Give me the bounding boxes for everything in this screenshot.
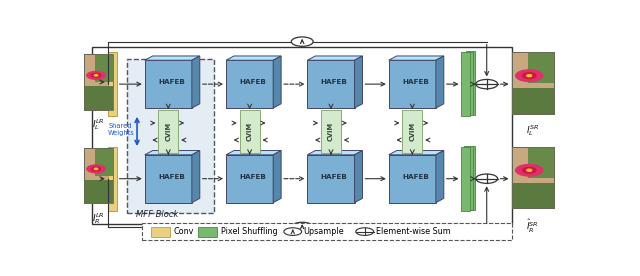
FancyBboxPatch shape (127, 59, 214, 213)
Polygon shape (436, 56, 444, 108)
FancyBboxPatch shape (529, 147, 554, 178)
Polygon shape (307, 60, 355, 108)
Text: Pixel Shuffling: Pixel Shuffling (221, 227, 278, 236)
Polygon shape (273, 56, 281, 108)
FancyBboxPatch shape (511, 52, 554, 114)
FancyBboxPatch shape (198, 227, 217, 237)
Polygon shape (307, 56, 362, 60)
Text: CVIM: CVIM (246, 122, 253, 141)
Polygon shape (226, 56, 281, 60)
FancyBboxPatch shape (464, 146, 473, 210)
Text: HAFEB: HAFEB (239, 79, 266, 86)
Polygon shape (388, 60, 436, 108)
Polygon shape (307, 150, 362, 155)
Circle shape (291, 222, 313, 232)
FancyBboxPatch shape (84, 180, 113, 203)
FancyBboxPatch shape (467, 146, 476, 209)
Circle shape (522, 73, 536, 79)
Circle shape (87, 165, 105, 173)
FancyBboxPatch shape (461, 147, 470, 211)
Polygon shape (436, 150, 444, 203)
Polygon shape (355, 150, 362, 203)
Polygon shape (192, 56, 200, 108)
Polygon shape (388, 155, 436, 203)
Circle shape (92, 73, 100, 77)
FancyBboxPatch shape (461, 52, 470, 116)
Text: HAFEB: HAFEB (158, 174, 185, 180)
Circle shape (92, 167, 100, 171)
FancyBboxPatch shape (240, 110, 260, 153)
FancyBboxPatch shape (511, 182, 554, 208)
Circle shape (476, 174, 498, 183)
Text: CVIM: CVIM (410, 122, 415, 141)
FancyBboxPatch shape (95, 148, 113, 176)
Text: HAFEB: HAFEB (321, 79, 348, 86)
Text: Conv: Conv (173, 227, 194, 236)
Text: $I_L^{SR}$: $I_L^{SR}$ (526, 123, 539, 138)
FancyBboxPatch shape (511, 88, 554, 114)
FancyBboxPatch shape (511, 147, 554, 208)
Text: HAFEB: HAFEB (402, 174, 429, 180)
Polygon shape (226, 155, 273, 203)
FancyBboxPatch shape (403, 110, 422, 153)
Polygon shape (192, 150, 200, 203)
FancyBboxPatch shape (464, 52, 473, 115)
FancyBboxPatch shape (84, 148, 113, 203)
Circle shape (87, 71, 105, 79)
Polygon shape (388, 56, 444, 60)
Circle shape (516, 164, 543, 176)
Circle shape (476, 79, 498, 89)
Circle shape (527, 75, 532, 77)
FancyBboxPatch shape (321, 110, 341, 153)
Text: Upsample: Upsample (304, 227, 344, 236)
FancyBboxPatch shape (158, 110, 178, 153)
FancyBboxPatch shape (142, 223, 511, 240)
Polygon shape (145, 60, 192, 108)
Circle shape (356, 228, 374, 235)
FancyBboxPatch shape (467, 51, 476, 115)
Text: $I_R^{LR}$: $I_R^{LR}$ (92, 211, 105, 225)
FancyBboxPatch shape (84, 54, 113, 110)
FancyBboxPatch shape (108, 147, 116, 211)
Polygon shape (388, 150, 444, 155)
Polygon shape (145, 56, 200, 60)
FancyBboxPatch shape (108, 52, 116, 116)
Circle shape (94, 75, 98, 76)
Text: HAFEB: HAFEB (321, 174, 348, 180)
Text: Shared
Weights: Shared Weights (108, 123, 134, 136)
Polygon shape (226, 150, 281, 155)
Text: CVIM: CVIM (165, 122, 172, 141)
Circle shape (522, 167, 536, 173)
Circle shape (94, 168, 98, 169)
Polygon shape (307, 155, 355, 203)
Polygon shape (145, 150, 200, 155)
Circle shape (284, 228, 301, 235)
FancyBboxPatch shape (529, 52, 554, 83)
Text: $\hat{I}_R^{SR}$: $\hat{I}_R^{SR}$ (526, 218, 539, 235)
Text: $I_L^{LR}$: $I_L^{LR}$ (92, 117, 105, 132)
Circle shape (516, 70, 543, 81)
Text: HAFEB: HAFEB (402, 79, 429, 86)
Polygon shape (273, 150, 281, 203)
Text: HAFEB: HAFEB (239, 174, 266, 180)
FancyBboxPatch shape (84, 86, 113, 110)
Polygon shape (355, 56, 362, 108)
Text: MFF Block: MFF Block (136, 210, 178, 219)
Text: Element-wise Sum: Element-wise Sum (376, 227, 451, 236)
Polygon shape (145, 155, 192, 203)
Circle shape (291, 37, 313, 46)
Circle shape (527, 169, 532, 171)
Text: CVIM: CVIM (328, 122, 334, 141)
FancyBboxPatch shape (151, 227, 170, 237)
Polygon shape (226, 60, 273, 108)
FancyBboxPatch shape (95, 54, 113, 82)
Text: HAFEB: HAFEB (158, 79, 185, 86)
